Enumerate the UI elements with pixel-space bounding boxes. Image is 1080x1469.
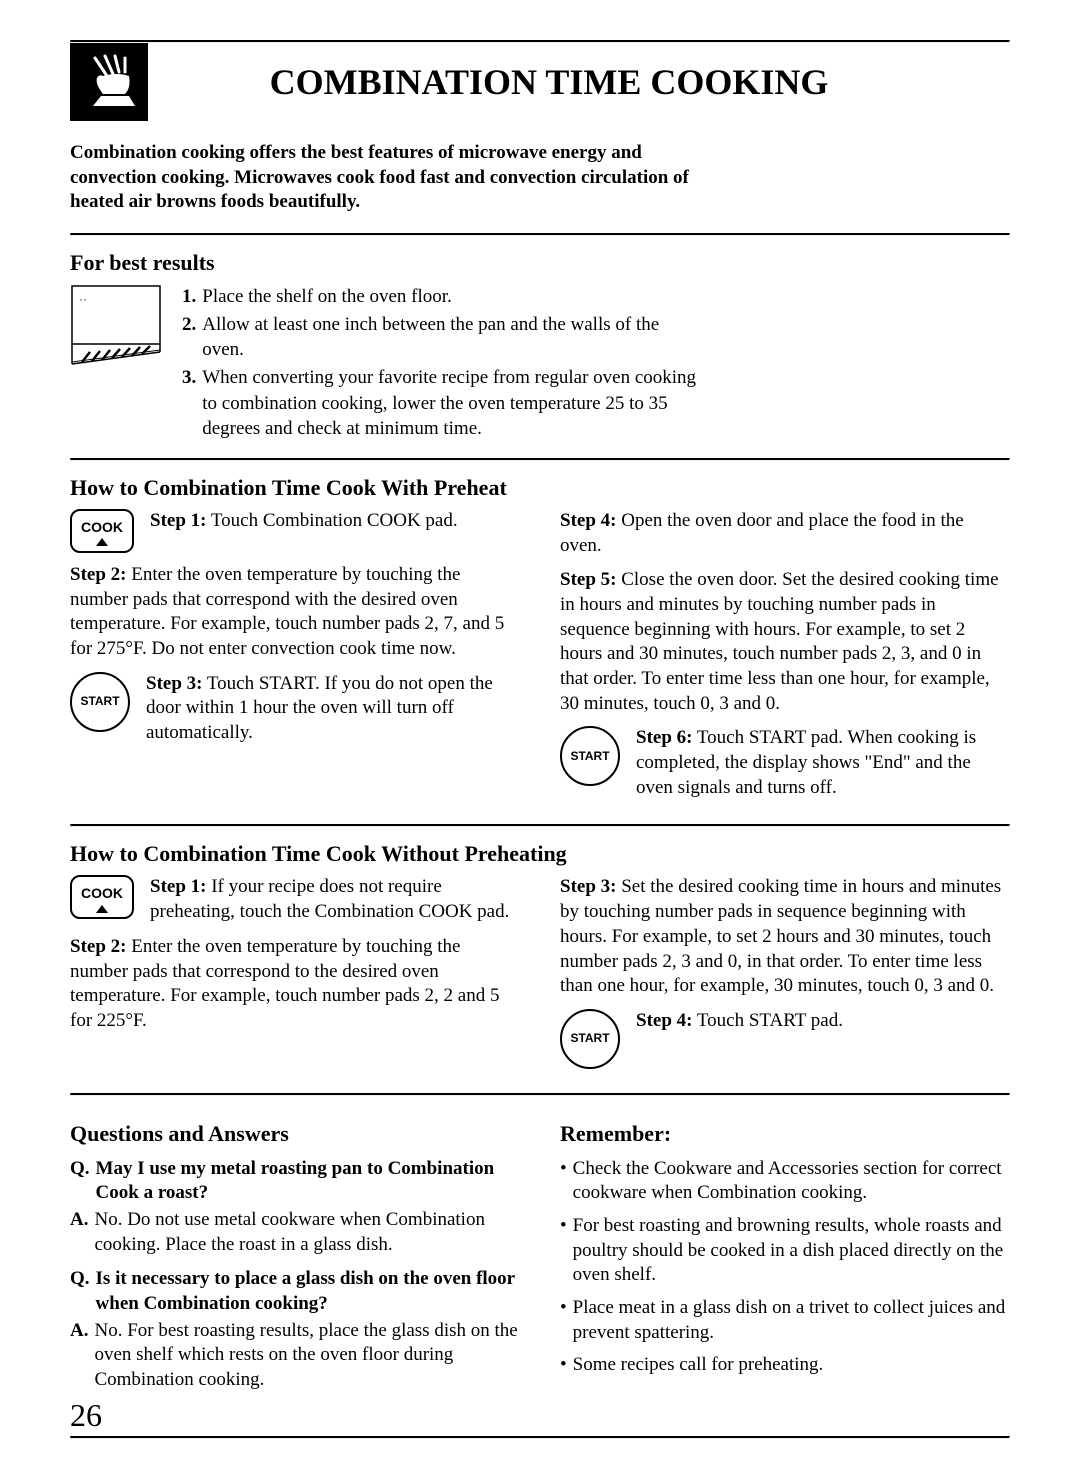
step-6: Step 6: Touch START pad. When cooking is… bbox=[636, 726, 1010, 800]
remember-heading: Remember: bbox=[560, 1120, 1010, 1149]
cook-button-icon: COOK bbox=[70, 875, 134, 919]
best-results-heading: For best results bbox=[70, 250, 1010, 276]
cook-button-icon: COOK bbox=[70, 509, 134, 553]
list-item: •Check the Cookware and Accessories sect… bbox=[560, 1157, 1010, 1206]
step-2: Step 2: Enter the oven temperature by to… bbox=[70, 563, 520, 662]
list-item: •Place meat in a glass dish on a trivet … bbox=[560, 1296, 1010, 1345]
step-1: Step 1: If your recipe does not require … bbox=[150, 875, 520, 924]
step-3: Step 3: Set the desired cooking time in … bbox=[560, 875, 1010, 998]
start-button-icon: START bbox=[560, 726, 620, 786]
step-3: Step 3: Touch START. If you do not open … bbox=[146, 672, 520, 746]
question-2: Q.Is it necessary to place a glass dish … bbox=[70, 1267, 520, 1316]
start-button-icon: START bbox=[70, 672, 130, 732]
step-1: Step 1: Touch Combination COOK pad. bbox=[150, 509, 520, 534]
preheat-heading: How to Combination Time Cook With Prehea… bbox=[70, 475, 1010, 501]
oven-shelf-icon: , , bbox=[70, 284, 162, 368]
qa-heading: Questions and Answers bbox=[70, 1120, 520, 1149]
page-number: 26 bbox=[70, 1395, 520, 1437]
page-title: COMBINATION TIME COOKING bbox=[88, 61, 1010, 103]
list-item: 1.Place the shelf on the oven floor. bbox=[182, 284, 702, 310]
list-item: 3.When converting your favorite recipe f… bbox=[182, 365, 702, 442]
list-item: •For best roasting and browning results,… bbox=[560, 1214, 1010, 1288]
step-2: Step 2: Enter the oven temperature by to… bbox=[70, 935, 520, 1034]
step-4: Step 4: Open the oven door and place the… bbox=[560, 509, 1010, 558]
no-preheat-heading: How to Combination Time Cook Without Pre… bbox=[70, 841, 1010, 867]
list-item: •Some recipes call for preheating. bbox=[560, 1353, 1010, 1378]
remember-list: •Check the Cookware and Accessories sect… bbox=[560, 1157, 1010, 1379]
list-item: 2.Allow at least one inch between the pa… bbox=[182, 312, 702, 363]
svg-text:, ,: , , bbox=[80, 293, 86, 302]
start-button-icon: START bbox=[560, 1009, 620, 1069]
step-5: Step 5: Close the oven door. Set the des… bbox=[560, 568, 1010, 716]
step-4: Step 4: Touch START pad. bbox=[636, 1009, 1010, 1034]
best-results-list: 1.Place the shelf on the oven floor. 2.A… bbox=[182, 284, 702, 444]
question-1: Q.May I use my metal roasting pan to Com… bbox=[70, 1157, 520, 1206]
answer-1: A.No. Do not use metal cookware when Com… bbox=[70, 1208, 520, 1257]
answer-2: A.No. For best roasting results, place t… bbox=[70, 1319, 520, 1393]
intro-text: Combination cooking offers the best feat… bbox=[70, 141, 710, 215]
